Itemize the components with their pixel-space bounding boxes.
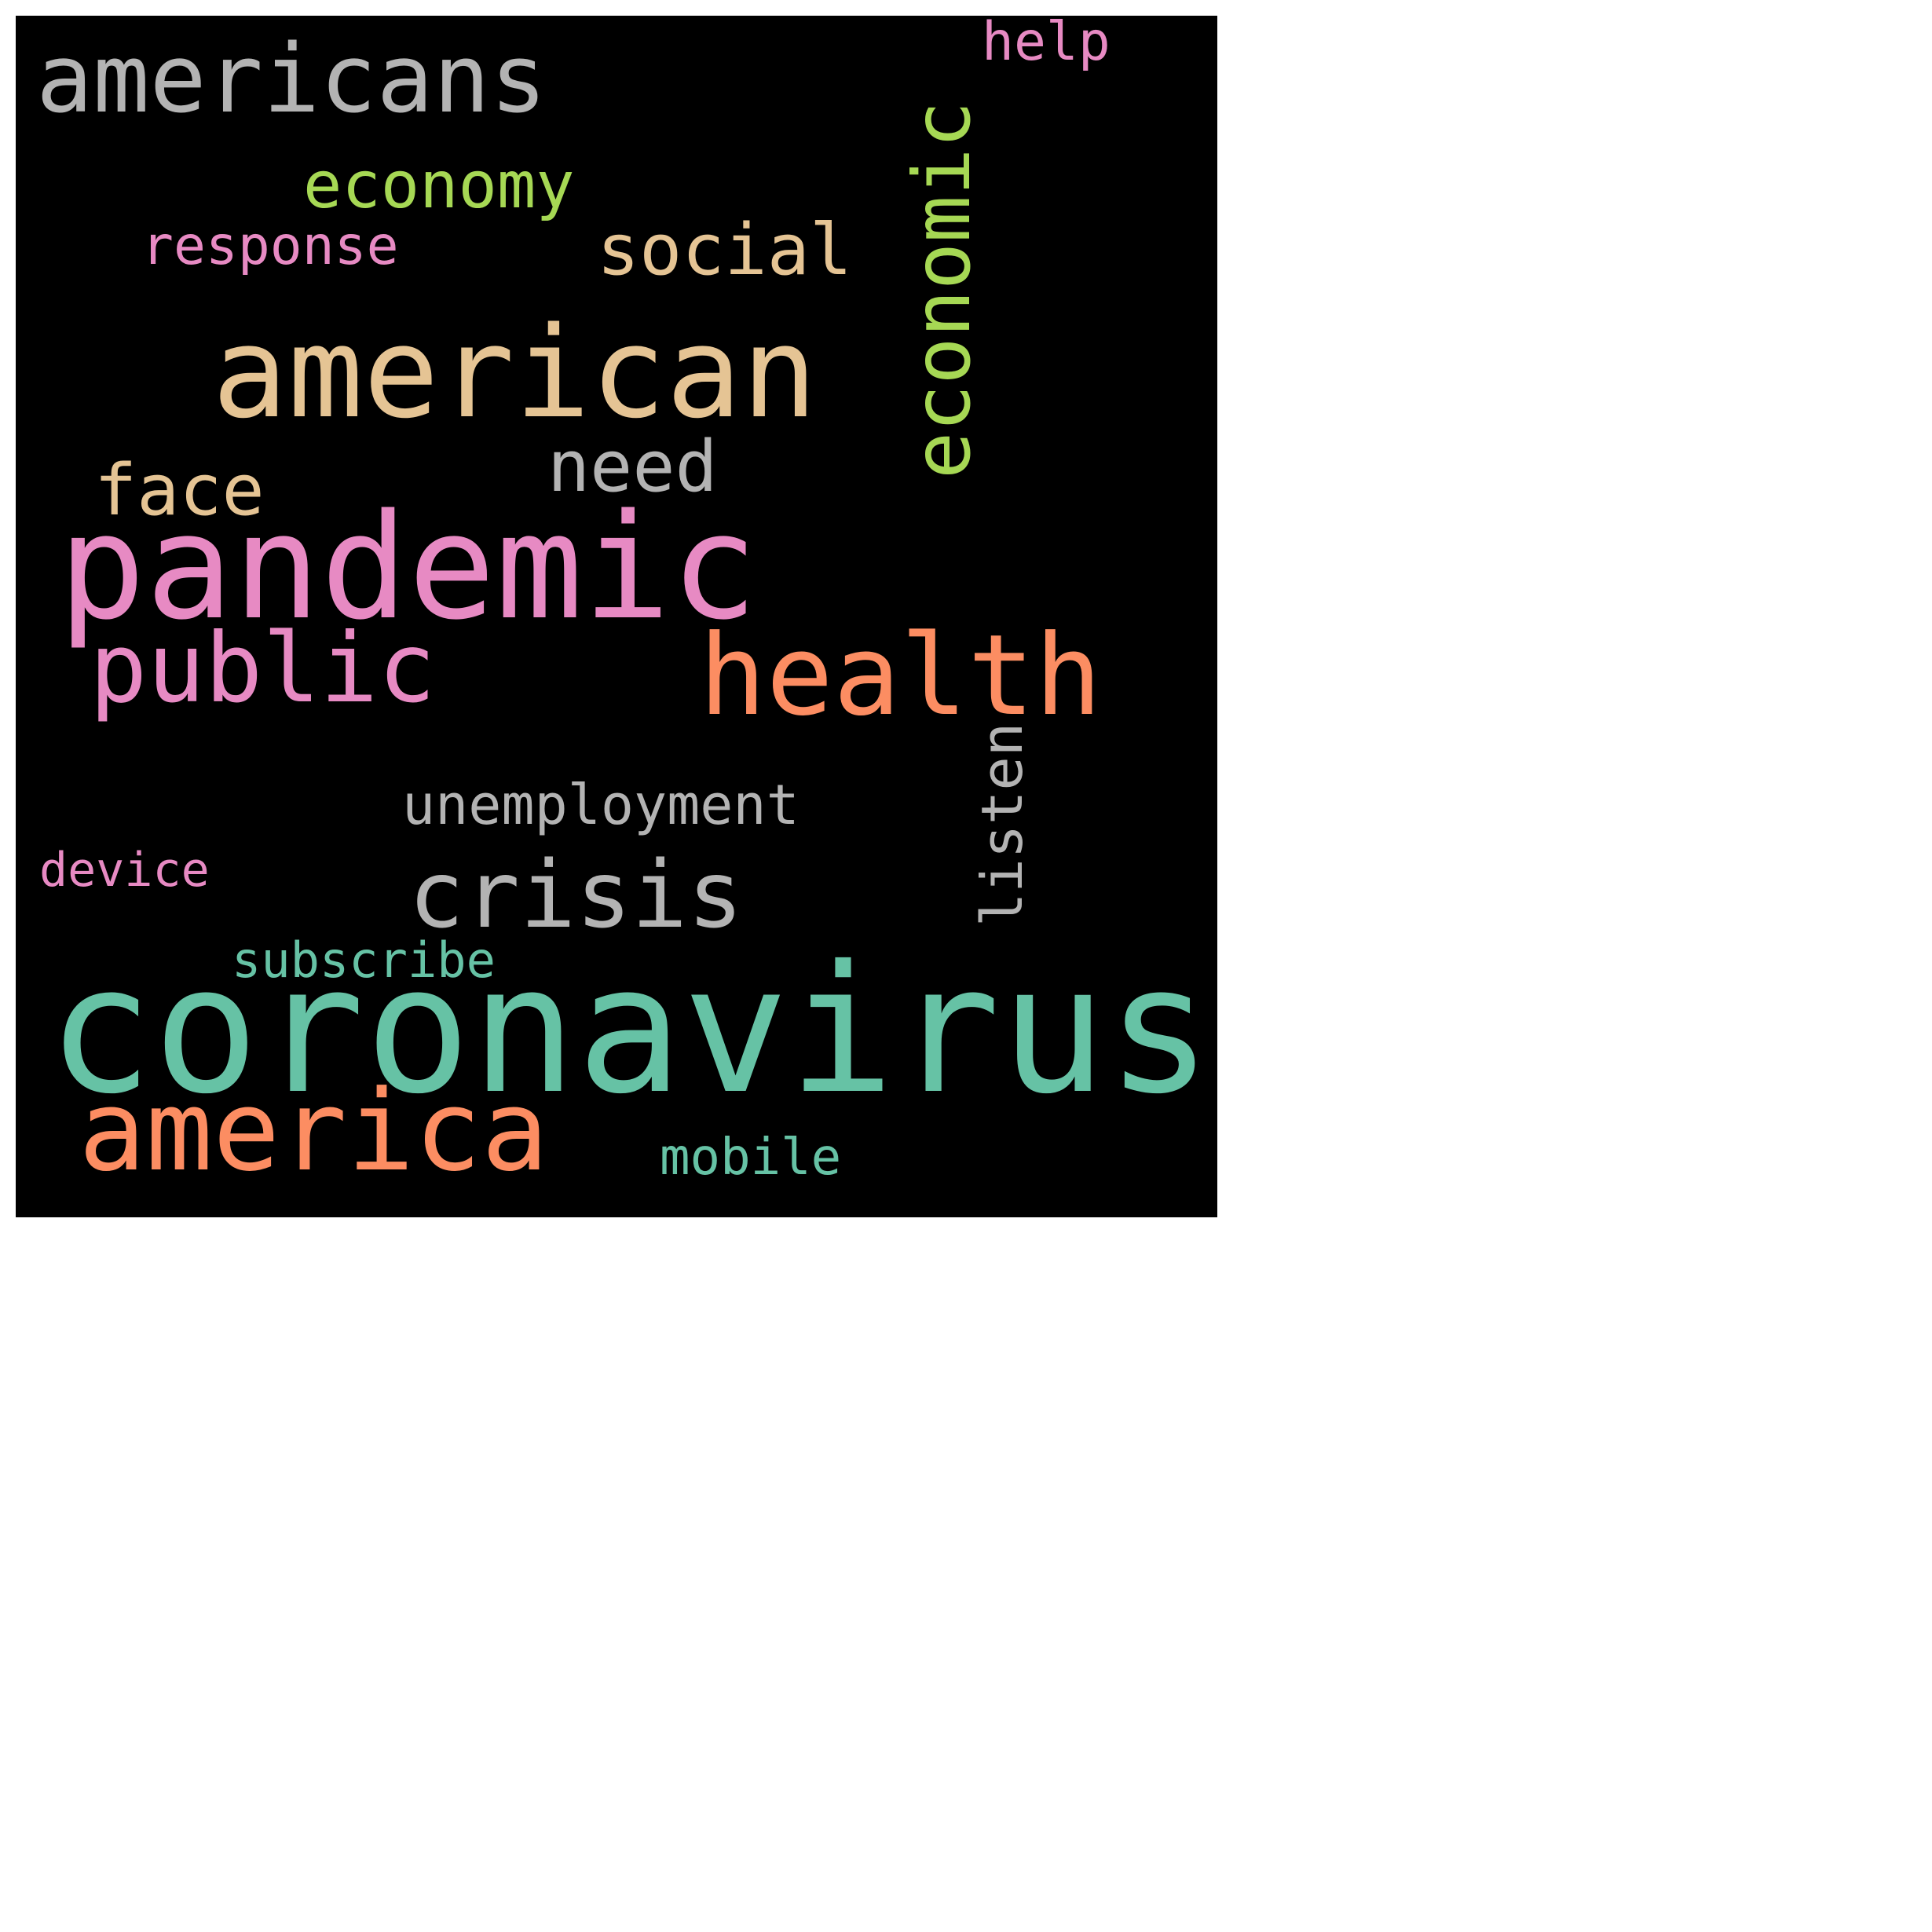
word-subscribe: subscribe bbox=[232, 931, 496, 989]
word-unemployment: unemployment bbox=[402, 773, 800, 837]
word-social: social bbox=[597, 209, 853, 291]
word-health: health bbox=[699, 611, 1102, 741]
word-americans: americans bbox=[36, 25, 547, 134]
word-listen: listen bbox=[969, 722, 1035, 927]
word-need: need bbox=[547, 426, 718, 508]
word-public: public bbox=[90, 613, 436, 724]
word-crisis: crisis bbox=[408, 840, 744, 949]
word-pandemic: pandemic bbox=[58, 482, 759, 652]
word-face: face bbox=[94, 449, 265, 532]
word-america: america bbox=[79, 1067, 549, 1196]
word-cloud: americans help economy response social e… bbox=[16, 16, 1217, 1217]
word-economy: economy bbox=[303, 148, 575, 223]
word-economic: economic bbox=[896, 101, 988, 479]
word-response: response bbox=[141, 215, 399, 277]
word-help: help bbox=[982, 16, 1111, 73]
word-mobile: mobile bbox=[660, 1129, 842, 1187]
word-coronavirus: coronavirus bbox=[47, 928, 1213, 1132]
word-device: device bbox=[39, 843, 210, 898]
word-american: american bbox=[212, 299, 818, 446]
